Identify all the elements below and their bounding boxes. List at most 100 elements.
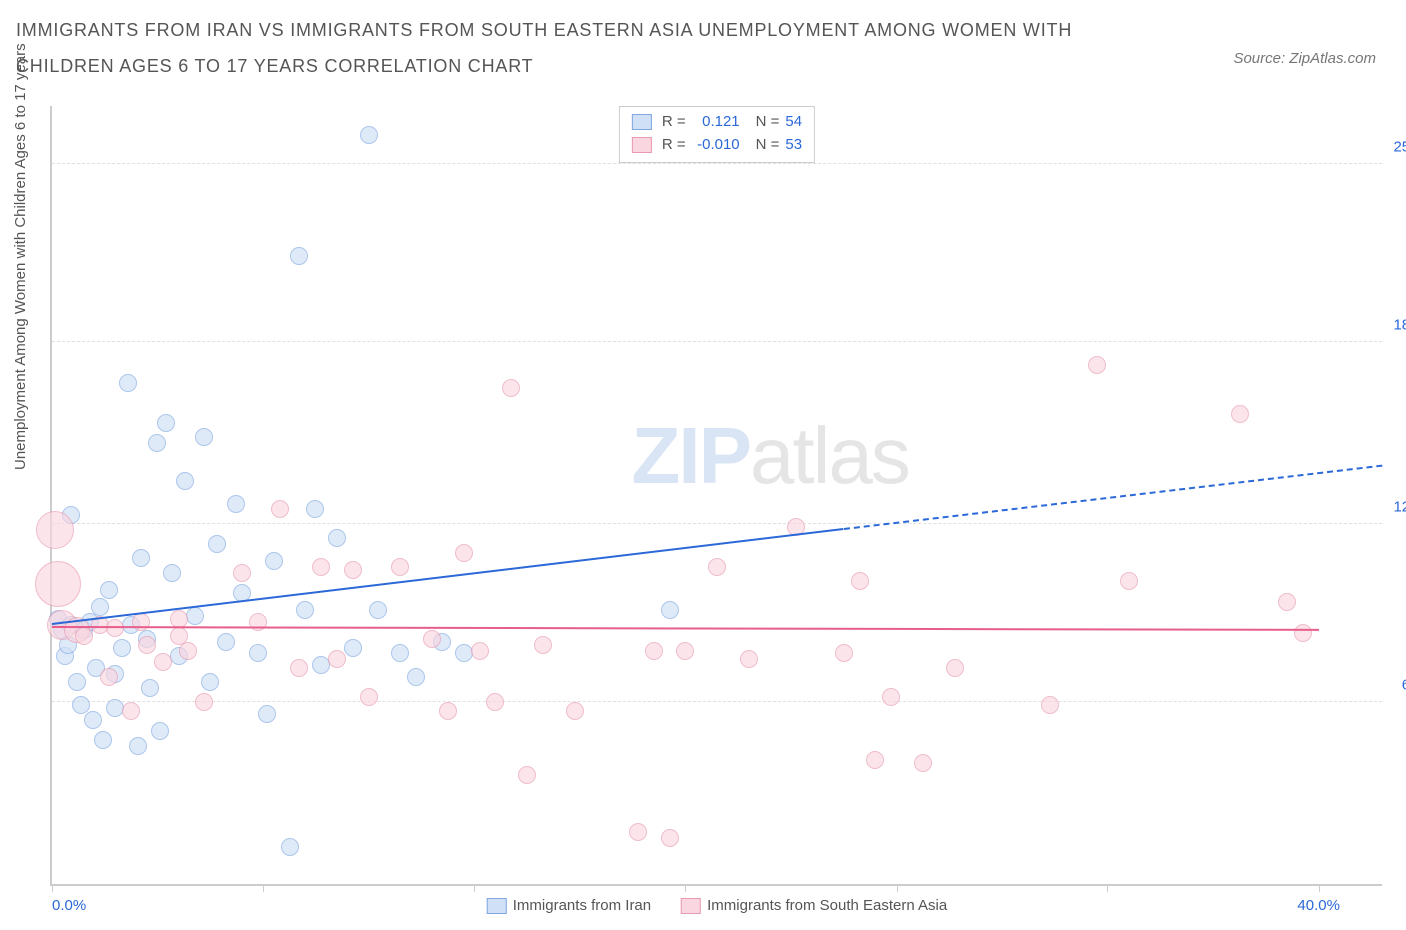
data-point — [195, 693, 213, 711]
data-point — [740, 650, 758, 668]
r-label: R = — [662, 111, 686, 134]
data-point — [122, 702, 140, 720]
data-point — [94, 731, 112, 749]
r-value: 0.121 — [692, 111, 740, 134]
data-point — [157, 414, 175, 432]
data-point — [265, 552, 283, 570]
header: IMMIGRANTS FROM IRAN VS IMMIGRANTS FROM … — [16, 12, 1386, 84]
data-point — [423, 630, 441, 648]
data-point — [281, 838, 299, 856]
data-point — [312, 558, 330, 576]
data-point — [360, 688, 378, 706]
data-point — [1120, 572, 1138, 590]
data-point — [439, 702, 457, 720]
data-point — [217, 633, 235, 651]
data-point — [391, 644, 409, 662]
data-point — [100, 668, 118, 686]
trend-line — [52, 626, 1319, 631]
data-point — [360, 126, 378, 144]
data-point — [882, 688, 900, 706]
data-point — [258, 705, 276, 723]
data-point — [138, 636, 156, 654]
correlation-legend: R = 0.121 N = 54R = -0.010N = 53 — [619, 106, 815, 163]
data-point — [851, 572, 869, 590]
legend-item: Immigrants from Iran — [487, 897, 651, 914]
data-point — [344, 639, 362, 657]
data-point — [1041, 696, 1059, 714]
data-point — [290, 247, 308, 265]
source-attribution: Source: ZipAtlas.com — [1233, 50, 1376, 67]
x-tick — [897, 884, 898, 892]
x-tick — [1319, 884, 1320, 892]
data-point — [866, 751, 884, 769]
data-point — [391, 558, 409, 576]
data-point — [91, 598, 109, 616]
data-point — [233, 564, 251, 582]
data-point — [249, 644, 267, 662]
data-point — [306, 500, 324, 518]
y-tick-label: 6.3% — [1402, 677, 1406, 694]
data-point — [113, 639, 131, 657]
x-tick-label: 0.0% — [52, 897, 86, 914]
trend-line — [844, 464, 1383, 529]
data-point — [36, 511, 74, 549]
data-point — [344, 561, 362, 579]
data-point — [154, 653, 172, 671]
data-point — [534, 636, 552, 654]
data-point — [132, 549, 150, 567]
chart-title: IMMIGRANTS FROM IRAN VS IMMIGRANTS FROM … — [16, 12, 1116, 84]
data-point — [141, 679, 159, 697]
data-point — [271, 500, 289, 518]
data-point — [946, 659, 964, 677]
data-point — [163, 564, 181, 582]
legend-row: R = 0.121 N = 54 — [632, 111, 802, 134]
n-label: N = — [756, 134, 780, 157]
data-point — [645, 642, 663, 660]
r-label: R = — [662, 134, 686, 157]
data-point — [661, 601, 679, 619]
data-point — [208, 535, 226, 553]
data-point — [328, 529, 346, 547]
x-tick — [1107, 884, 1108, 892]
n-label: N = — [756, 111, 780, 134]
data-point — [661, 829, 679, 847]
data-point — [201, 673, 219, 691]
legend-swatch — [487, 898, 507, 914]
series-legend: Immigrants from Iran Immigrants from Sout… — [487, 897, 947, 914]
data-point — [179, 642, 197, 660]
data-point — [471, 642, 489, 660]
watermark: ZIPatlas — [631, 410, 908, 502]
data-point — [566, 702, 584, 720]
legend-label: Immigrants from South Eastern Asia — [707, 897, 947, 914]
data-point — [227, 495, 245, 513]
gridline — [52, 341, 1382, 342]
data-point — [1088, 356, 1106, 374]
data-point — [129, 737, 147, 755]
data-point — [186, 607, 204, 625]
data-point — [455, 544, 473, 562]
data-point — [176, 472, 194, 490]
data-point — [629, 823, 647, 841]
data-point — [502, 379, 520, 397]
x-tick — [263, 884, 264, 892]
data-point — [328, 650, 346, 668]
data-point — [708, 558, 726, 576]
data-point — [290, 659, 308, 677]
n-value: 54 — [785, 111, 802, 134]
x-tick — [52, 884, 53, 892]
legend-swatch — [681, 898, 701, 914]
legend-item: Immigrants from South Eastern Asia — [681, 897, 947, 914]
data-point — [914, 754, 932, 772]
y-tick-label: 12.5% — [1393, 498, 1406, 515]
data-point — [1278, 593, 1296, 611]
n-value: 53 — [785, 134, 802, 157]
data-point — [1294, 624, 1312, 642]
legend-row: R = -0.010N = 53 — [632, 134, 802, 157]
data-point — [369, 601, 387, 619]
data-point — [518, 766, 536, 784]
data-point — [170, 610, 188, 628]
data-point — [676, 642, 694, 660]
legend-swatch — [632, 114, 652, 130]
data-point — [407, 668, 425, 686]
legend-swatch — [632, 137, 652, 153]
